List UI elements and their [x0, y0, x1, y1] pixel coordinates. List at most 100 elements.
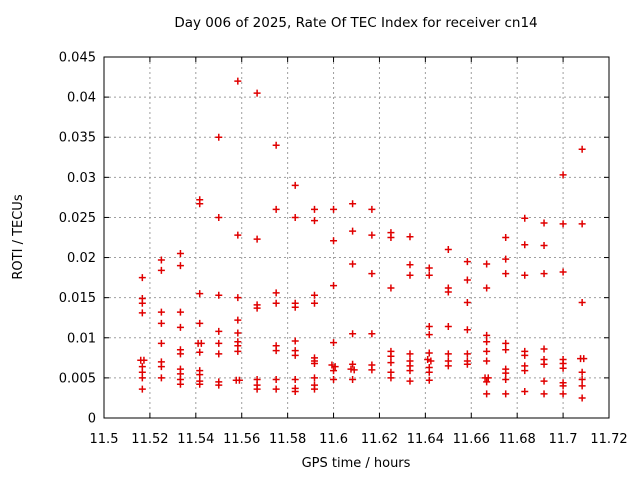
data-point — [347, 365, 355, 373]
data-point — [540, 390, 548, 398]
data-point — [310, 291, 318, 299]
data-point — [406, 350, 414, 358]
data-point — [215, 133, 223, 141]
y-axis-tick-label: 0.02 — [67, 251, 96, 266]
y-axis-tick-label: 0.025 — [59, 211, 96, 226]
data-point — [349, 360, 357, 368]
data-point — [157, 363, 165, 371]
data-point — [272, 385, 280, 393]
data-point — [157, 308, 165, 316]
data-point — [197, 339, 205, 347]
data-point — [368, 366, 376, 374]
data-point — [559, 390, 567, 398]
x-axis-tick-label: 11.6 — [319, 432, 348, 447]
data-point — [157, 374, 165, 382]
data-point — [196, 348, 204, 356]
data-point — [196, 380, 204, 388]
data-point — [387, 284, 395, 292]
data-point — [196, 290, 204, 298]
y-axis-tick-label: 0 — [88, 412, 96, 427]
data-point — [502, 375, 510, 383]
data-point — [444, 288, 452, 296]
data-point — [502, 390, 510, 398]
data-point — [138, 274, 146, 282]
data-point — [176, 323, 184, 331]
data-point — [157, 319, 165, 327]
data-point — [387, 374, 395, 382]
data-point — [235, 376, 243, 384]
data-point — [559, 382, 567, 390]
data-point — [330, 282, 338, 290]
y-axis-label: ROTI / TECUs — [11, 194, 26, 279]
axis-tick-labels: 11.5 11.52 11.54 11.56 11.58 11.6 11.62 11.64 11… — [59, 51, 628, 448]
data-point — [578, 375, 586, 383]
data-point — [234, 294, 242, 302]
data-point — [483, 390, 491, 398]
data-point — [310, 299, 318, 307]
data-point — [272, 299, 280, 307]
data-point — [331, 363, 339, 371]
data-point — [176, 250, 184, 258]
data-point — [215, 350, 223, 358]
data-point — [502, 346, 510, 354]
data-point — [138, 309, 146, 317]
data-point — [521, 271, 529, 279]
data-point — [521, 241, 529, 249]
data-point — [483, 347, 491, 355]
data-point — [196, 319, 204, 327]
data-point — [425, 323, 433, 331]
plot-area — [103, 56, 610, 419]
data-point — [578, 298, 586, 306]
data-point — [310, 205, 318, 213]
x-axis-tick-label: 11.72 — [590, 432, 627, 447]
data-point — [424, 355, 432, 363]
x-axis-tick-label: 11.66 — [453, 432, 490, 447]
y-axis-tick-label: 0.045 — [59, 51, 96, 66]
data-point — [291, 375, 299, 383]
data-point — [540, 242, 548, 250]
data-point — [215, 213, 223, 221]
data-point — [291, 351, 299, 359]
data-point — [138, 374, 146, 382]
data-point — [138, 385, 146, 393]
data-point — [425, 331, 433, 339]
data-point — [463, 276, 471, 284]
data-point — [502, 270, 510, 278]
x-axis-tick-label: 11.7 — [549, 432, 578, 447]
data-point — [521, 367, 529, 375]
x-axis-tick-label: 11.68 — [499, 432, 536, 447]
data-point — [291, 337, 299, 345]
data-point — [330, 205, 338, 213]
data-point — [540, 345, 548, 353]
data-point — [349, 227, 357, 235]
x-axis-tick-label: 11.62 — [361, 432, 398, 447]
data-point — [387, 352, 395, 360]
x-axis-tick-label: 11.64 — [407, 432, 444, 447]
data-point — [215, 327, 223, 335]
y-axis-tick-label: 0.035 — [59, 131, 96, 146]
data-point — [559, 171, 567, 179]
data-point — [215, 381, 223, 389]
data-point — [521, 214, 529, 222]
data-point — [463, 326, 471, 334]
data-point — [234, 329, 242, 337]
data-point — [425, 376, 433, 384]
data-point — [350, 366, 358, 374]
data-point — [521, 388, 529, 396]
data-point — [234, 347, 242, 355]
data-point — [427, 357, 435, 365]
data-points — [137, 77, 588, 402]
x-axis-tick-label: 11.58 — [269, 432, 306, 447]
data-point — [425, 264, 433, 272]
data-point — [138, 299, 146, 307]
data-point — [444, 362, 452, 370]
axis-ticks — [103, 56, 610, 419]
data-point — [176, 262, 184, 270]
data-point — [463, 258, 471, 266]
data-point — [540, 219, 548, 227]
data-point — [291, 213, 299, 221]
data-point — [406, 271, 414, 279]
data-point — [349, 200, 357, 208]
data-point — [310, 359, 318, 367]
